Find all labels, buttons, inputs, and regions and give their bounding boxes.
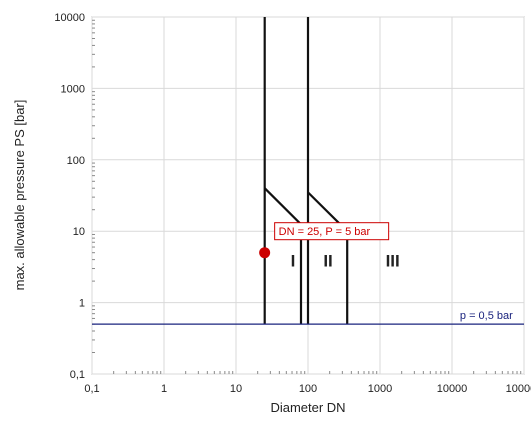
pressure-limit-label: p = 0,5 bar [460,310,513,322]
x-axis-title: Diameter DN [270,400,345,415]
y-tick-label: 0,1 [70,369,85,381]
category-label: II [323,252,332,271]
y-tick-labels: 0,1 1 10 100 1000 10000 [54,12,85,381]
x-tick-label: 10000 [437,383,468,395]
design-point-marker [259,247,270,258]
y-axis-title: max. allowable pressure PS [bar] [12,100,27,291]
x-tick-label: 1 [161,383,167,395]
x-tick-label: 100 [299,383,317,395]
y-tick-label: 10 [73,226,85,238]
category-label: III [386,252,400,271]
x-tick-label: 10 [230,383,242,395]
y-tick-label: 100 [67,155,85,167]
x-tick-labels: 0,1 1 10 100 1000 10000 100000 [84,383,531,395]
x-tick-label: 0,1 [84,383,99,395]
y-tick-label: 1 [79,298,85,310]
x-tick-label: 1000 [368,383,392,395]
category-label: I [291,252,296,271]
design-point-label: DN = 25, P = 5 bar [279,226,371,238]
x-tick-label: 100000 [506,383,531,395]
y-tick-label: 10000 [54,12,85,24]
y-tick-label: 1000 [61,83,85,95]
